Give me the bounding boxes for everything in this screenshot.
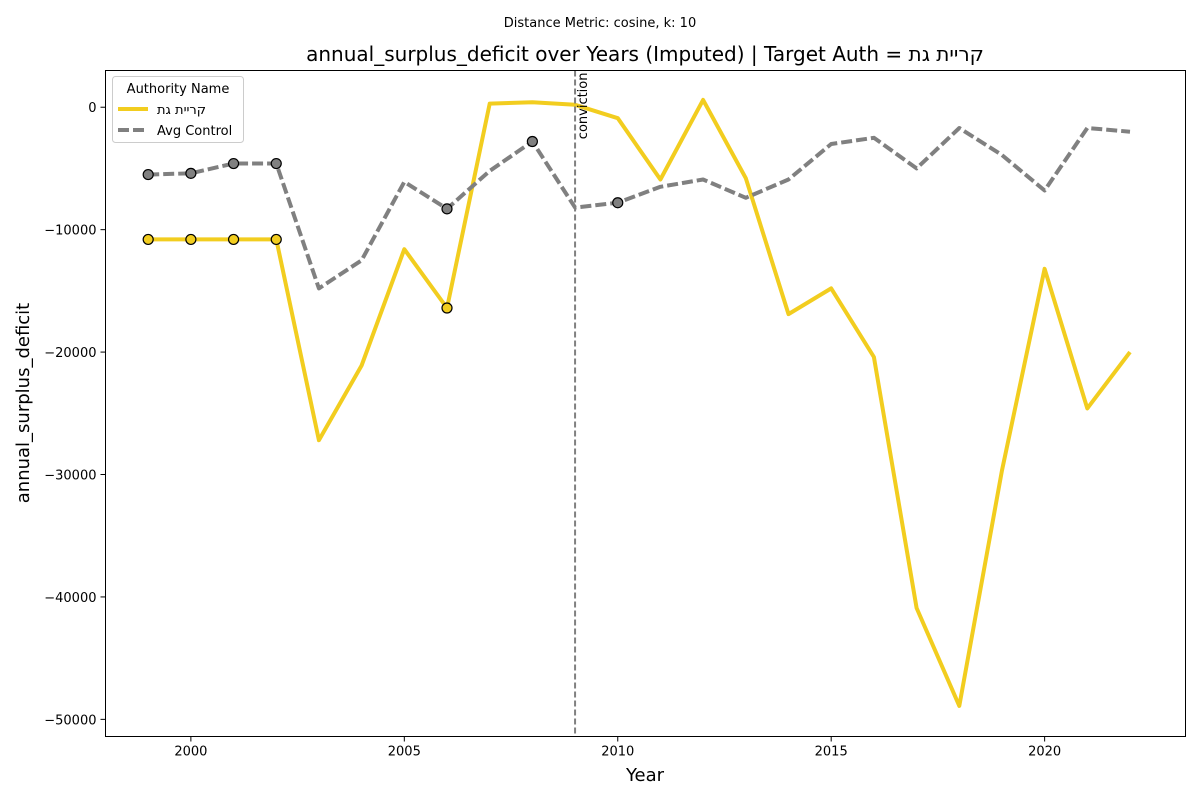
chart-marks: conviction	[142, 70, 1132, 737]
axes-frame	[105, 70, 1186, 737]
control-imputed-marker	[142, 168, 154, 181]
y-axis-label: annual_surplus_deficit	[13, 303, 34, 503]
x-tick-label: 2015	[815, 745, 848, 760]
chart-suptitle: Distance Metric: cosine, k: 10	[504, 16, 696, 31]
y-tick-label: −10000	[44, 224, 96, 239]
x-tick-label: 2010	[601, 745, 634, 760]
control-imputed-marker	[612, 197, 624, 209]
x-tick-label: 2020	[1028, 745, 1061, 760]
control-imputed-marker	[227, 157, 240, 170]
y-tick-label: −50000	[44, 713, 96, 728]
x-axis-label: Year	[625, 765, 665, 786]
target-imputed-marker	[227, 233, 240, 246]
chart-title: annual_surplus_deficit over Years (Imput…	[306, 42, 984, 66]
control-imputed-marker	[185, 167, 197, 179]
y-tick-label: −40000	[44, 591, 96, 606]
target-imputed-marker	[185, 233, 197, 246]
x-tick-label: 2005	[388, 745, 421, 760]
control-imputed-marker	[270, 157, 282, 170]
control-series-line	[148, 126, 1131, 291]
y-tick-label: −20000	[44, 346, 96, 361]
legend: Authority Name קריית גת Avg Control	[112, 76, 244, 143]
target-series-line	[148, 97, 1132, 708]
legend-label-target: קריית גת	[157, 103, 206, 118]
y-tick-label: −30000	[44, 469, 96, 484]
y-tick-label: 0	[88, 101, 96, 116]
target-imputed-marker	[270, 233, 282, 246]
legend-title: Authority Name	[127, 82, 230, 97]
target-imputed-marker	[142, 233, 154, 246]
target-imputed-marker	[441, 302, 453, 314]
legend-label-control: Avg Control	[157, 124, 232, 139]
legend-box	[112, 76, 244, 143]
axis-ticks: 2000 2005 2010 2015 2020 0 −10000 −20000 −30000 −…	[44, 101, 1061, 759]
control-imputed-marker	[441, 203, 453, 215]
conviction-label: conviction	[576, 73, 591, 140]
x-tick-label: 2000	[174, 745, 207, 760]
control-imputed-marker	[526, 135, 538, 148]
